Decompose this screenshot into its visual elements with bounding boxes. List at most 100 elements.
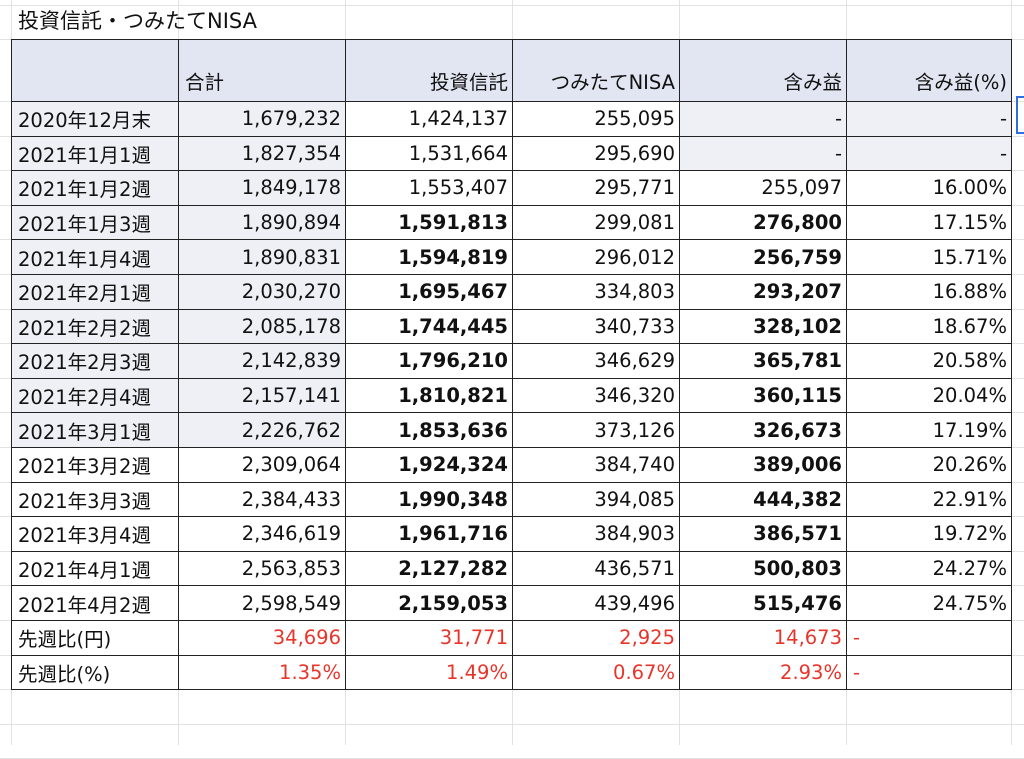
header-cell-fund[interactable]: 投資信託 — [345, 39, 513, 102]
cell-gain[interactable]: - — [679, 101, 847, 137]
cell-total[interactable]: 1,890,894 — [178, 204, 346, 241]
cell-gain-pct[interactable]: - — [846, 101, 1012, 137]
cell-gain-pct[interactable]: 16.00% — [846, 170, 1012, 206]
cell-fund[interactable]: 1.49% — [345, 654, 513, 691]
cell-gain[interactable]: 386,571 — [679, 516, 847, 552]
cell-nisa[interactable]: 295,771 — [512, 170, 680, 206]
cell-gain-pct[interactable]: - — [846, 135, 1012, 172]
cell-total[interactable]: 2,226,762 — [178, 412, 346, 448]
cell-nisa[interactable]: 384,740 — [512, 446, 680, 483]
cell-fund[interactable]: 31,771 — [345, 619, 513, 656]
cell-gain-pct[interactable]: 15.71% — [846, 239, 1012, 275]
cell-gain[interactable]: 515,476 — [679, 585, 847, 621]
cell-label[interactable]: 2021年3月4週 — [11, 516, 179, 552]
cell-fund[interactable]: 2,127,282 — [345, 550, 513, 587]
cell-total[interactable]: 2,563,853 — [178, 550, 346, 587]
header-cell-gain_pct[interactable]: 含み益(%) — [846, 39, 1012, 102]
cell-fund[interactable]: 1,796,210 — [345, 343, 513, 379]
cell-nisa[interactable]: 436,571 — [512, 550, 680, 587]
cell-fund[interactable]: 1,990,348 — [345, 481, 513, 518]
cell-gain[interactable]: 256,759 — [679, 239, 847, 275]
cell-nisa[interactable]: 394,085 — [512, 481, 680, 518]
cell-gain-pct[interactable]: - — [846, 619, 1012, 656]
cell-fund[interactable]: 1,744,445 — [345, 308, 513, 345]
cell-label[interactable]: 2021年1月1週 — [11, 135, 179, 172]
cell-nisa[interactable]: 384,903 — [512, 516, 680, 552]
cell-nisa[interactable]: 255,095 — [512, 101, 680, 137]
cell-label[interactable]: 2021年2月3週 — [11, 343, 179, 379]
cell-fund[interactable]: 1,531,664 — [345, 135, 513, 172]
cell-label[interactable]: 2021年3月3週 — [11, 481, 179, 518]
cell-gain[interactable]: 326,673 — [679, 412, 847, 448]
cell-gain-pct[interactable]: 19.72% — [846, 516, 1012, 552]
cell-gain[interactable]: 255,097 — [679, 170, 847, 206]
cell-label[interactable]: 2021年2月1週 — [11, 273, 179, 310]
cell-nisa[interactable]: 0.67% — [512, 654, 680, 691]
cell-nisa[interactable]: 346,320 — [512, 377, 680, 414]
cell-gain[interactable]: 2.93% — [679, 654, 847, 691]
cell-gain[interactable]: 389,006 — [679, 446, 847, 483]
cell-gain[interactable]: 14,673 — [679, 619, 847, 656]
cell-gain[interactable]: 328,102 — [679, 308, 847, 345]
cell-total[interactable]: 2,142,839 — [178, 343, 346, 379]
cell-total[interactable]: 2,346,619 — [178, 516, 346, 552]
cell-label[interactable]: 2021年2月2週 — [11, 308, 179, 345]
cell-total[interactable]: 34,696 — [178, 619, 346, 656]
cell-label[interactable]: 先週比(%) — [11, 654, 179, 691]
cell-gain[interactable]: 500,803 — [679, 550, 847, 587]
cell-gain-pct[interactable]: 24.75% — [846, 585, 1012, 621]
cell-fund[interactable]: 2,159,053 — [345, 585, 513, 621]
cell-gain-pct[interactable]: 16.88% — [846, 273, 1012, 310]
cell-gain-pct[interactable]: - — [846, 654, 1012, 691]
cell-label[interactable]: 2020年12月末 — [11, 101, 179, 137]
cell-gain[interactable]: 365,781 — [679, 343, 847, 379]
cell-gain-pct[interactable]: 24.27% — [846, 550, 1012, 587]
header-cell-gain[interactable]: 含み益 — [679, 39, 847, 102]
cell-label[interactable]: 2021年3月2週 — [11, 446, 179, 483]
cell-nisa[interactable]: 439,496 — [512, 585, 680, 621]
cell-label[interactable]: 2021年2月4週 — [11, 377, 179, 414]
cell-gain-pct[interactable]: 20.04% — [846, 377, 1012, 414]
cell-total[interactable]: 2,085,178 — [178, 308, 346, 345]
cell-fund[interactable]: 1,594,819 — [345, 239, 513, 275]
cell-gain-pct[interactable]: 18.67% — [846, 308, 1012, 345]
header-cell-nisa[interactable]: つみたてNISA — [512, 39, 680, 102]
cell-total[interactable]: 2,030,270 — [178, 273, 346, 310]
cell-label[interactable]: 2021年1月2週 — [11, 170, 179, 206]
cell-gain-pct[interactable]: 20.26% — [846, 446, 1012, 483]
cell-fund[interactable]: 1,553,407 — [345, 170, 513, 206]
cell-nisa[interactable]: 299,081 — [512, 204, 680, 241]
cell-gain[interactable]: 444,382 — [679, 481, 847, 518]
cell-gain-pct[interactable]: 20.58% — [846, 343, 1012, 379]
cell-fund[interactable]: 1,695,467 — [345, 273, 513, 310]
selected-cell-cursor[interactable] — [1016, 96, 1024, 134]
header-cell-corner[interactable] — [11, 39, 179, 102]
cell-total[interactable]: 1.35% — [178, 654, 346, 691]
cell-fund[interactable]: 1,853,636 — [345, 412, 513, 448]
cell-total[interactable]: 2,598,549 — [178, 585, 346, 621]
cell-gain-pct[interactable]: 22.91% — [846, 481, 1012, 518]
cell-total[interactable]: 1,827,354 — [178, 135, 346, 172]
cell-label[interactable]: 2021年1月3週 — [11, 204, 179, 241]
cell-total[interactable]: 2,157,141 — [178, 377, 346, 414]
cell-total[interactable]: 1,679,232 — [178, 101, 346, 137]
cell-nisa[interactable]: 340,733 — [512, 308, 680, 345]
cell-nisa[interactable]: 2,925 — [512, 619, 680, 656]
cell-gain[interactable]: 276,800 — [679, 204, 847, 241]
cell-label[interactable]: 2021年4月1週 — [11, 550, 179, 587]
cell-total[interactable]: 2,309,064 — [178, 446, 346, 483]
cell-nisa[interactable]: 373,126 — [512, 412, 680, 448]
cell-nisa[interactable]: 296,012 — [512, 239, 680, 275]
cell-label[interactable]: 2021年3月1週 — [11, 412, 179, 448]
cell-nisa[interactable]: 346,629 — [512, 343, 680, 379]
cell-label[interactable]: 2021年4月2週 — [11, 585, 179, 621]
cell-label[interactable]: 先週比(円) — [11, 619, 179, 656]
cell-label[interactable]: 2021年1月4週 — [11, 239, 179, 275]
cell-gain[interactable]: 360,115 — [679, 377, 847, 414]
cell-total[interactable]: 1,849,178 — [178, 170, 346, 206]
cell-gain-pct[interactable]: 17.15% — [846, 204, 1012, 241]
cell-fund[interactable]: 1,810,821 — [345, 377, 513, 414]
cell-total[interactable]: 1,890,831 — [178, 239, 346, 275]
cell-total[interactable]: 2,384,433 — [178, 481, 346, 518]
cell-fund[interactable]: 1,961,716 — [345, 516, 513, 552]
